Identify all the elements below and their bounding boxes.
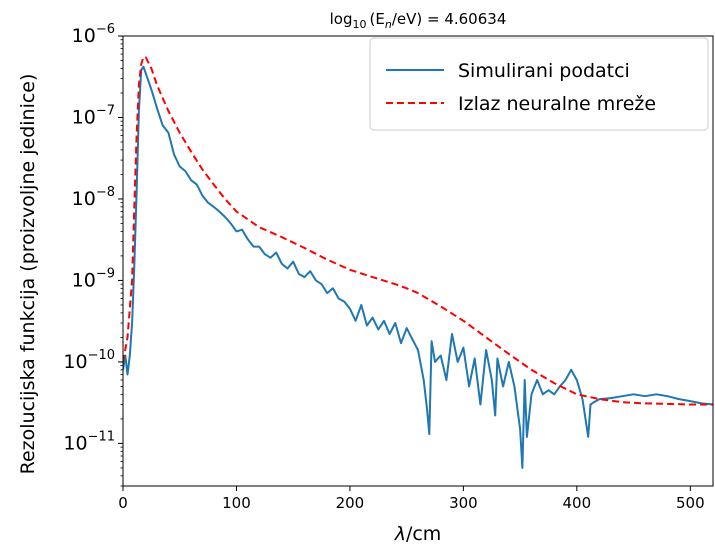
plot-area — [122, 35, 714, 487]
y-tick-label-4: 10−10 — [63, 348, 115, 373]
y-tick-label-5: 10−11 — [63, 429, 115, 454]
x-tick-label-2: 200 — [336, 494, 365, 512]
y-tick-label-0: 10−6 — [72, 22, 115, 47]
x-tick-label-5: 500 — [676, 494, 705, 512]
legend-frame — [369, 37, 709, 131]
series-line-1 — [123, 56, 713, 406]
x-tick-label-3: 300 — [449, 494, 478, 512]
x-axis-label: λ/cm — [394, 523, 442, 545]
legend: Simulirani podatci Izlaz neuralne mreže — [369, 37, 709, 131]
chart-title: log10 (En/eV) = 4.60634 — [330, 10, 507, 31]
y-tick-label-1: 10−7 — [72, 103, 115, 128]
legend-label-simulated: Simulirani podatci — [458, 60, 630, 82]
plot-frame — [122, 35, 714, 487]
y-tick-label-3: 10−9 — [72, 266, 115, 291]
y-tick-label-2: 10−8 — [72, 185, 115, 210]
x-tick-label-0: 0 — [118, 494, 128, 512]
y-axis-label: Rezolucijska funkcija (proizvoljne jedin… — [17, 74, 39, 475]
x-tick-label-1: 100 — [222, 494, 251, 512]
legend-label-network: Izlaz neuralne mreže — [458, 93, 656, 115]
x-tick-label-4: 400 — [563, 494, 592, 512]
axis-ticks: 0 100 200 300 400 500 10−6 10−7 10−8 10−9 10−10 10−… — [63, 22, 704, 512]
